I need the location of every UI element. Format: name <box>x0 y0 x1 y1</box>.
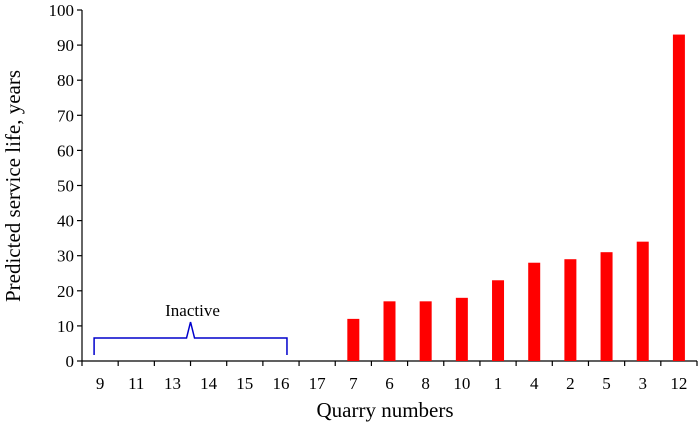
inactive-label: Inactive <box>165 301 220 320</box>
x-tick-label: 10 <box>453 374 470 393</box>
bar <box>564 259 577 361</box>
x-tick-label: 6 <box>385 374 394 393</box>
inactive-brace <box>93 321 288 355</box>
x-tick-label: 4 <box>530 374 539 393</box>
y-axis-title: Predicted service life, years <box>1 70 25 302</box>
y-tick-label: 20 <box>57 282 74 301</box>
x-tick-label: 13 <box>164 374 181 393</box>
y-tick-label: 100 <box>49 1 75 20</box>
x-tick-label: 14 <box>200 374 218 393</box>
y-tick-label: 90 <box>57 36 74 55</box>
x-tick-label: 3 <box>638 374 647 393</box>
y-tick-label: 0 <box>66 352 75 371</box>
bar <box>383 301 396 361</box>
y-tick-label: 60 <box>57 141 74 160</box>
y-tick-label: 30 <box>57 247 74 266</box>
x-axis-title: Quarry numbers <box>316 398 453 422</box>
x-tick-label: 2 <box>566 374 575 393</box>
bar <box>492 280 505 361</box>
y-tick-label: 80 <box>57 71 74 90</box>
x-tick-label: 17 <box>309 374 327 393</box>
bar <box>672 34 685 361</box>
y-tick-label: 50 <box>57 177 74 196</box>
x-tick-label: 11 <box>128 374 144 393</box>
bar <box>347 318 360 361</box>
x-tick-label: 1 <box>494 374 503 393</box>
bar <box>419 301 432 361</box>
x-tick-label: 5 <box>602 374 611 393</box>
x-tick-label: 7 <box>349 374 358 393</box>
x-tick-label: 8 <box>421 374 430 393</box>
y-tick-label: 10 <box>57 317 74 336</box>
y-tick-label: 40 <box>57 212 74 231</box>
bar <box>528 262 541 361</box>
x-tick-label: 15 <box>236 374 253 393</box>
x-tick-label: 9 <box>96 374 105 393</box>
x-tick-label: 16 <box>272 374 289 393</box>
y-tick-label: 70 <box>57 106 74 125</box>
bar <box>636 241 649 361</box>
x-tick-label: 12 <box>670 374 687 393</box>
bar <box>455 297 468 361</box>
bar <box>600 252 613 361</box>
